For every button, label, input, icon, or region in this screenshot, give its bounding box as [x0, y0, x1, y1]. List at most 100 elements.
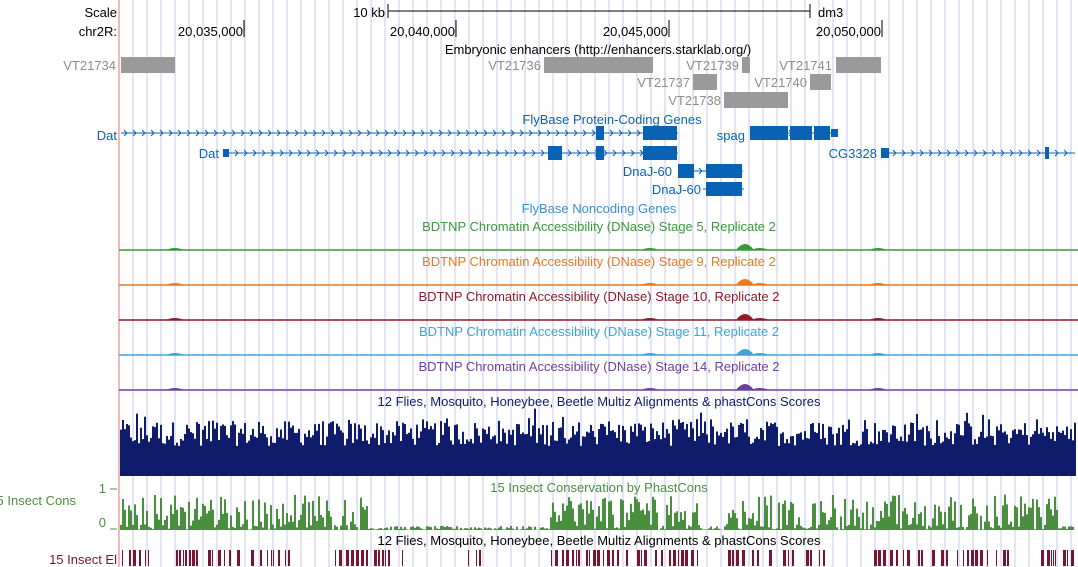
- conserved-element[interactable]: [685, 550, 688, 566]
- conserved-element[interactable]: [1003, 550, 1006, 566]
- conserved-element[interactable]: [593, 550, 596, 566]
- gene-exon[interactable]: [678, 164, 694, 178]
- conserved-element[interactable]: [681, 550, 684, 566]
- enhancer-block[interactable]: [121, 57, 175, 73]
- conserved-element[interactable]: [224, 550, 225, 566]
- enhancer-block[interactable]: [544, 57, 653, 73]
- conserved-element[interactable]: [1071, 550, 1074, 566]
- cons-side-label[interactable]: 15 Insect Cons: [0, 493, 76, 508]
- conserved-element[interactable]: [757, 550, 759, 566]
- conserved-element[interactable]: [339, 550, 342, 566]
- dnase-accessibility-tracks[interactable]: BDTNP Chromatin Accessibility (DNase) St…: [119, 219, 1078, 391]
- conserved-element[interactable]: [823, 550, 825, 566]
- conserved-element[interactable]: [697, 550, 698, 566]
- enhancers-track[interactable]: Embryonic enhancers (http://enhancers.st…: [63, 42, 881, 108]
- conserved-element[interactable]: [732, 550, 734, 566]
- conserved-element[interactable]: [661, 550, 663, 566]
- conserved-element[interactable]: [351, 550, 354, 566]
- conserved-element[interactable]: [941, 550, 944, 566]
- conserved-element[interactable]: [921, 550, 923, 566]
- conserved-element[interactable]: [148, 550, 149, 566]
- conserved-element[interactable]: [1041, 550, 1044, 566]
- enhancer-block[interactable]: [693, 74, 717, 90]
- enhancer-block[interactable]: [742, 57, 750, 73]
- conserved-element[interactable]: [382, 550, 384, 566]
- gene-exon[interactable]: [596, 126, 604, 140]
- conserved-element[interactable]: [903, 550, 904, 566]
- conserved-element[interactable]: [1051, 550, 1052, 566]
- base-position-ruler[interactable]: Scale chr2R: 10 kb dm3 20,035,000 20,040…: [79, 4, 883, 39]
- gene-exon[interactable]: [643, 146, 677, 160]
- gene-label-dat[interactable]: Dat: [199, 146, 220, 161]
- conserved-element[interactable]: [562, 550, 564, 566]
- conserved-element[interactable]: [551, 550, 552, 566]
- conserved-element[interactable]: [388, 550, 390, 566]
- conserved-element[interactable]: [251, 550, 254, 566]
- conserved-element[interactable]: [957, 550, 958, 566]
- conserved-element[interactable]: [1055, 550, 1056, 566]
- conserved-element[interactable]: [996, 550, 997, 566]
- gene-exon[interactable]: [548, 146, 562, 160]
- insect-elements-track[interactable]: 12 Flies, Mosquito, Honeybee, Beetle Mul…: [49, 533, 1074, 567]
- conserved-element[interactable]: [468, 550, 469, 566]
- conserved-element[interactable]: [476, 550, 477, 566]
- conserved-element[interactable]: [603, 550, 604, 566]
- conserved-element[interactable]: [208, 550, 211, 566]
- elements-side-label[interactable]: 15 Insect El: [49, 552, 117, 567]
- conserved-element[interactable]: [374, 550, 377, 566]
- conserved-element[interactable]: [963, 550, 964, 566]
- conserved-element[interactable]: [212, 550, 213, 566]
- conserved-element[interactable]: [788, 550, 789, 566]
- conserved-element[interactable]: [192, 550, 195, 566]
- conserved-element[interactable]: [335, 550, 336, 566]
- gene-label-spag[interactable]: spag: [717, 128, 745, 143]
- conserved-element[interactable]: [572, 550, 574, 566]
- conserved-element[interactable]: [883, 550, 886, 566]
- conserved-element[interactable]: [356, 550, 359, 566]
- conserved-element[interactable]: [617, 550, 619, 566]
- enhancer-block[interactable]: [724, 92, 788, 108]
- gene-exon[interactable]: [223, 149, 229, 157]
- conserved-element[interactable]: [742, 550, 745, 566]
- conserved-element[interactable]: [288, 550, 290, 566]
- conserved-element[interactable]: [576, 550, 577, 566]
- gene-label-dat[interactable]: Dat: [97, 128, 118, 143]
- enhancer-block[interactable]: [810, 74, 831, 90]
- conserved-element[interactable]: [655, 550, 657, 566]
- conserved-element[interactable]: [987, 550, 988, 566]
- conserved-element[interactable]: [878, 550, 881, 566]
- conserved-element[interactable]: [678, 550, 679, 566]
- gene-exon[interactable]: [881, 148, 889, 158]
- conserved-element[interactable]: [896, 550, 898, 566]
- conserved-element[interactable]: [641, 550, 642, 566]
- conserved-element[interactable]: [819, 550, 820, 566]
- flybase-protein-coding-genes-track[interactable]: FlyBase Protein-Coding Genes Dat Dat Dna…: [97, 112, 1075, 216]
- conserved-element[interactable]: [1067, 550, 1068, 566]
- conserved-element[interactable]: [907, 550, 910, 566]
- conserved-element[interactable]: [644, 550, 647, 566]
- conserved-element[interactable]: [975, 550, 978, 566]
- conserved-element[interactable]: [189, 550, 191, 566]
- conserved-element[interactable]: [967, 550, 969, 566]
- conserved-element[interactable]: [402, 550, 403, 566]
- gene-exon[interactable]: [831, 129, 838, 137]
- insect-conservation-track[interactable]: 15 Insect Conservation by PhastCons 15 I…: [0, 480, 1076, 530]
- gene-label-dnaj-60[interactable]: DnaJ-60: [623, 164, 672, 179]
- conserved-element[interactable]: [607, 550, 610, 566]
- gene-exon[interactable]: [706, 164, 742, 178]
- conserved-element[interactable]: [1053, 550, 1054, 566]
- conserved-element[interactable]: [783, 550, 786, 566]
- conserved-element[interactable]: [361, 550, 364, 566]
- conserved-element[interactable]: [273, 550, 274, 566]
- conserved-element[interactable]: [874, 550, 877, 566]
- conserved-element[interactable]: [133, 550, 136, 566]
- conserved-element[interactable]: [586, 550, 588, 566]
- multiz-alignment-track[interactable]: 12 Flies, Mosquito, Honeybee, Beetle Mul…: [120, 394, 1076, 476]
- conserved-element[interactable]: [626, 550, 628, 566]
- conserved-element[interactable]: [267, 550, 268, 566]
- conserved-element[interactable]: [179, 550, 181, 566]
- conserved-element[interactable]: [366, 550, 368, 566]
- conserved-element[interactable]: [229, 550, 231, 566]
- conserved-element[interactable]: [196, 550, 198, 566]
- enhancer-block[interactable]: [836, 57, 881, 73]
